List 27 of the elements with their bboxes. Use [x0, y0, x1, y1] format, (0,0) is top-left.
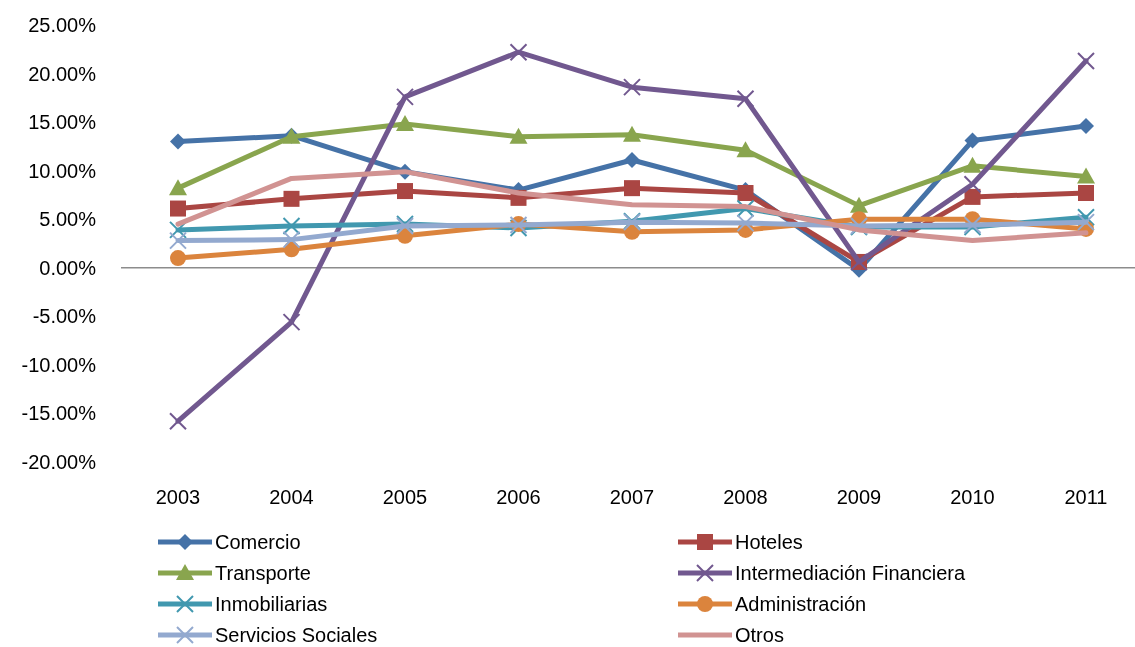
x-tick-label: 2009	[836, 486, 882, 508]
legend-label: Hoteles	[735, 531, 803, 553]
x-tick-label: 2004	[269, 486, 314, 508]
legend-label: Intermediación Financiera	[735, 562, 966, 584]
y-tick-label: -10.00%	[21, 353, 97, 376]
y-tick-label: -15.00%	[21, 402, 97, 425]
x-tick-label: 2011	[1064, 486, 1108, 508]
legend-label: Transporte	[215, 562, 311, 584]
y-tick-label: -5.00%	[32, 305, 97, 328]
y-tick-label: 20.00%	[28, 62, 97, 85]
legend-label: Inmobiliarias	[215, 593, 328, 615]
x-tick-label: 2003	[155, 486, 201, 508]
y-tick-label: -20.00%	[21, 451, 97, 473]
x-tick-label: 2010	[950, 486, 995, 508]
x-tick-label: 2006	[496, 486, 541, 508]
y-tick-label: 5.00%	[39, 208, 97, 231]
legend-label: Otros	[735, 624, 784, 646]
legend-label: Servicios Sociales	[215, 624, 378, 646]
y-tick-label: 25.00%	[28, 14, 97, 36]
x-tick-label: 2005	[382, 486, 428, 508]
y-tick-label: 15.00%	[28, 111, 97, 134]
x-tick-label: 2007	[609, 486, 655, 508]
y-tick-label: 0.00%	[39, 256, 97, 279]
x-tick-label: 2008	[723, 486, 768, 508]
legend-label: Administración	[735, 593, 867, 615]
y-tick-label: 10.00%	[28, 159, 97, 182]
legend-label: Comercio	[215, 531, 301, 553]
